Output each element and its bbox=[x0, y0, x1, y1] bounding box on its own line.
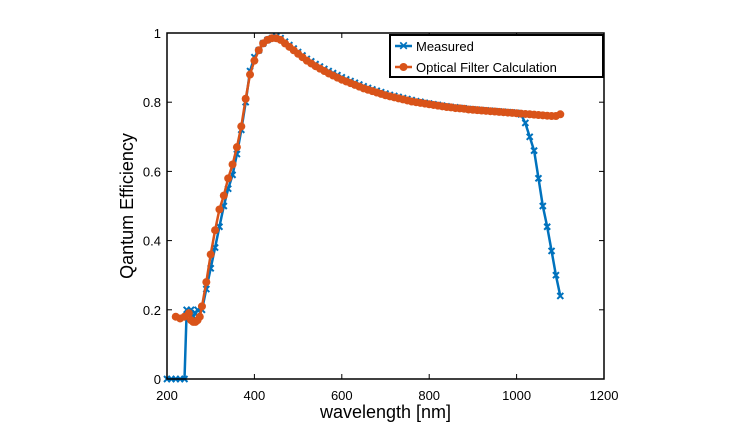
data-point-calculation bbox=[241, 94, 250, 103]
data-point-measured bbox=[552, 271, 560, 279]
data-point-calculation bbox=[246, 70, 255, 79]
data-point-measured bbox=[539, 202, 547, 210]
legend-marker-calculation bbox=[399, 63, 408, 71]
x-tick-label: 1000 bbox=[502, 388, 531, 403]
y-tick-label: 0.4 bbox=[143, 234, 161, 249]
data-point-calculation bbox=[197, 302, 206, 311]
y-tick-label: 0.6 bbox=[143, 164, 161, 179]
data-point-measured bbox=[526, 133, 534, 141]
data-point-calculation bbox=[219, 191, 228, 200]
data-point-measured bbox=[534, 174, 543, 183]
x-tick-label: 1200 bbox=[590, 388, 619, 403]
x-tick-label: 800 bbox=[418, 388, 440, 403]
plot-area bbox=[167, 33, 604, 379]
ticks-layer: 200 400 600 800 1000 1200 0 0.2 0.4 0.6 0.8 1 bbox=[143, 26, 619, 403]
data-point-calculation bbox=[215, 205, 224, 214]
y-tick-label: 0 bbox=[154, 372, 161, 387]
data-point-calculation bbox=[228, 160, 237, 169]
legend-marker-measured: ✕ bbox=[398, 39, 408, 53]
data-point-calculation bbox=[206, 250, 215, 259]
y-axis-title: Qantum Efficiency bbox=[117, 133, 137, 279]
y-tick-label: 0.8 bbox=[143, 95, 161, 110]
data-point-calculation bbox=[250, 56, 259, 65]
data-point-measured bbox=[530, 146, 538, 155]
y-tick-label: 0.2 bbox=[143, 303, 161, 318]
y-tick-label: 1 bbox=[154, 26, 161, 41]
legend-label-measured: Measured bbox=[416, 39, 474, 54]
data-point-measured bbox=[547, 247, 556, 255]
data-point-calculation bbox=[195, 312, 204, 321]
data-point-calculation bbox=[237, 122, 246, 131]
data-point-calculation bbox=[202, 278, 211, 287]
data-point-calculation bbox=[232, 143, 241, 152]
x-tick-label: 200 bbox=[156, 388, 178, 403]
data-point-calculation bbox=[184, 309, 193, 318]
series-layer bbox=[163, 32, 565, 383]
data-point-calculation bbox=[254, 46, 263, 55]
data-point-calculation bbox=[556, 110, 565, 119]
plot-frame bbox=[166, 32, 605, 380]
legend-box bbox=[389, 34, 604, 78]
x-tick-label: 600 bbox=[331, 388, 353, 403]
data-point-measured bbox=[556, 292, 565, 300]
legend-label-calculation: Optical Filter Calculation bbox=[416, 60, 557, 75]
x-axis-title: wavelength [nm] bbox=[319, 402, 451, 422]
data-point-calculation bbox=[224, 174, 233, 183]
legend: ✕ Measured Optical Filter Calculation bbox=[389, 34, 604, 78]
data-point-calculation bbox=[211, 226, 220, 235]
data-point-measured bbox=[521, 119, 530, 127]
x-tick-label: 400 bbox=[244, 388, 266, 403]
data-point-measured bbox=[543, 223, 551, 231]
